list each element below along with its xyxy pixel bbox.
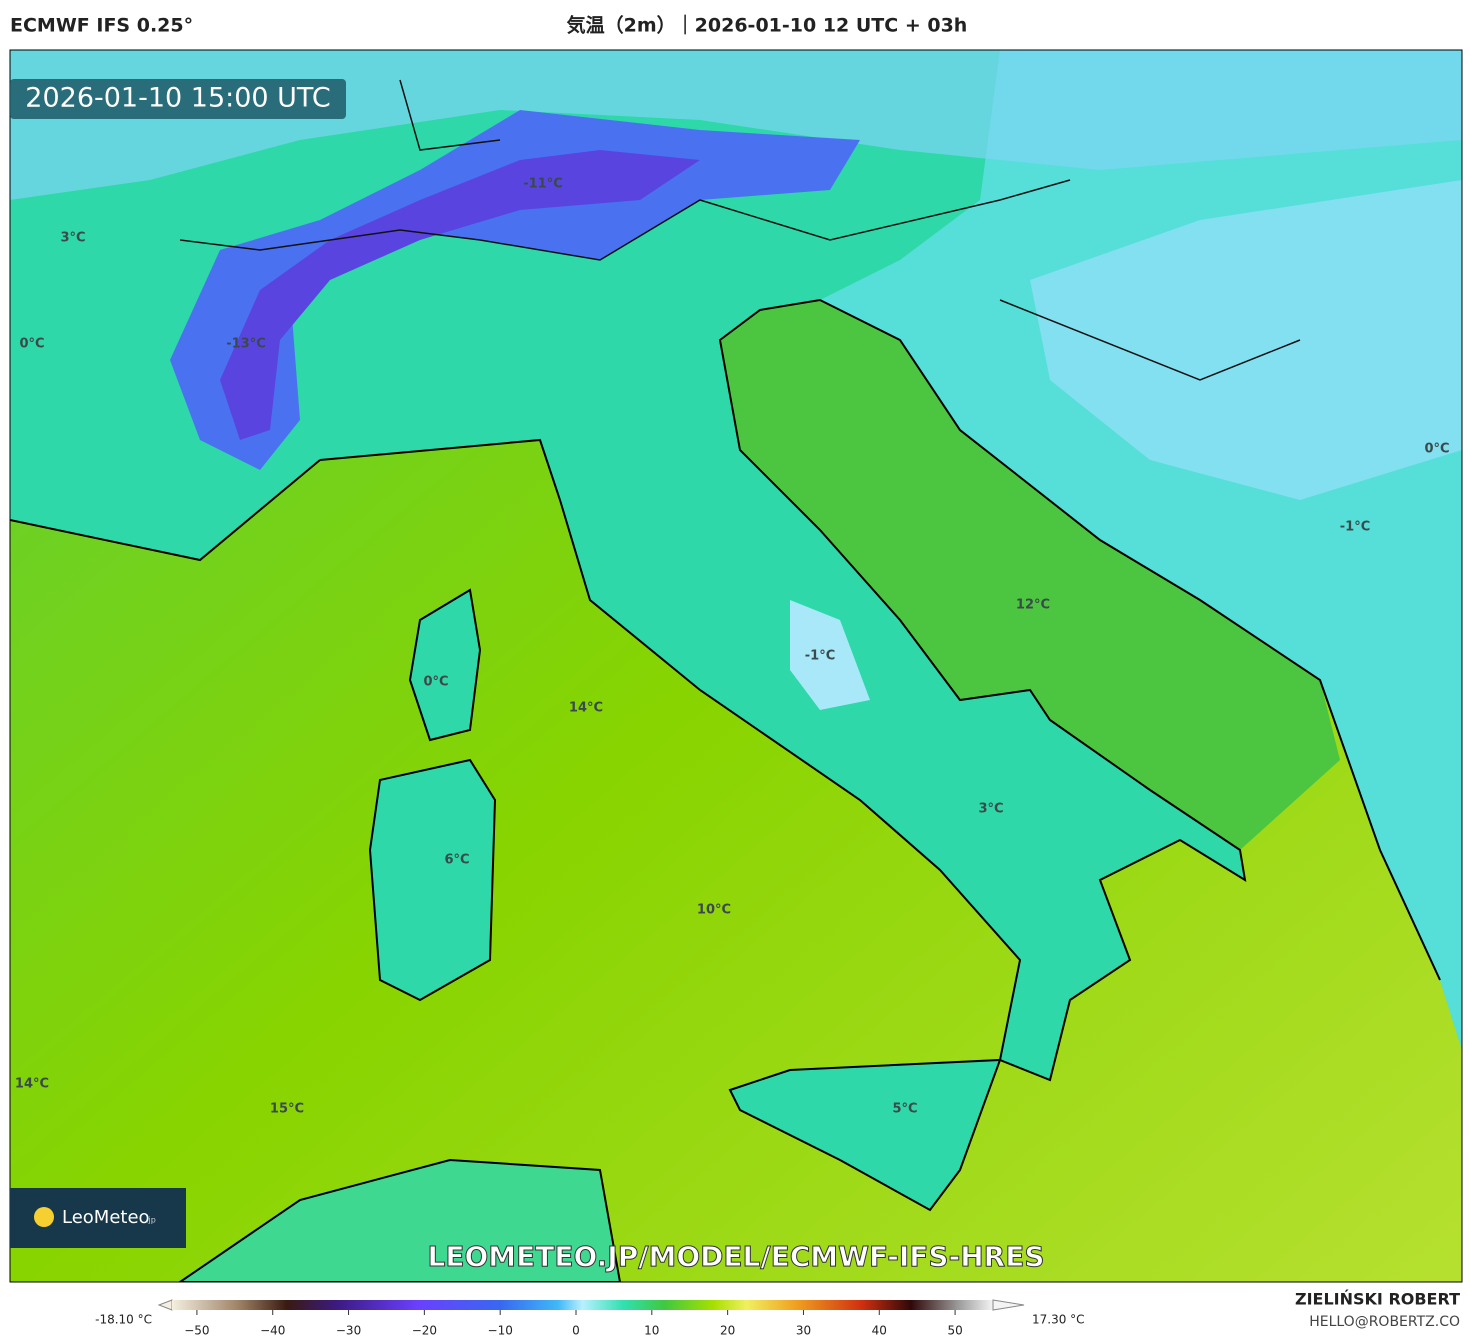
legend-tick-label: −10 <box>488 1324 513 1338</box>
temperature-label: -11°C <box>523 177 563 192</box>
temperature-label: -1°C <box>1340 520 1370 535</box>
logo-suffix: .jp <box>146 1216 156 1225</box>
model-name: ECMWF IFS 0.25° <box>10 15 193 37</box>
legend-tick-label: −30 <box>336 1324 361 1338</box>
alps <box>170 110 860 470</box>
legend-arrow-left <box>157 1299 173 1311</box>
borders <box>179 79 1301 381</box>
temperature-label: 15°C <box>270 1102 304 1117</box>
temperature-label: 6°C <box>444 853 469 868</box>
legend-tick-label: −20 <box>412 1324 437 1338</box>
apennine-cold <box>790 600 870 710</box>
legend-tick-label: 10 <box>644 1324 659 1338</box>
legend-tick-label: −50 <box>184 1324 209 1338</box>
legend-tick-label: 40 <box>872 1324 887 1338</box>
author: ZIELIŃSKI ROBERT <box>1295 1290 1460 1309</box>
temperature-label: 3°C <box>978 802 1003 817</box>
timestamp: 2026-01-10 15:00 UTC <box>25 83 330 114</box>
temperature-label: 0°C <box>1424 442 1449 457</box>
legend-bar <box>172 1300 993 1310</box>
temperature-label: 0°C <box>19 337 44 352</box>
url: LEOMETEO.JP/MODEL/ECMWF-IFS-HRES <box>427 1240 1044 1273</box>
logo-sun <box>34 1207 54 1227</box>
temperature-label: 0°C <box>423 675 448 690</box>
legend-tick-label: 50 <box>947 1324 962 1338</box>
africa <box>178 1158 622 1282</box>
map <box>10 50 1462 1282</box>
map-frame <box>9 49 1463 1283</box>
north-cold <box>10 50 1462 200</box>
temperature-label: 12°C <box>1016 598 1050 613</box>
temperature-label: 14°C <box>15 1077 49 1092</box>
legend-tick-label: 30 <box>796 1324 811 1338</box>
adriatic <box>720 300 1340 850</box>
legend-tick-label: 20 <box>720 1324 735 1338</box>
temperature-label: 10°C <box>697 903 731 918</box>
coastline <box>319 298 1441 1082</box>
temperature-label: -13°C <box>226 337 266 352</box>
temperature-label: -1°C <box>805 649 835 664</box>
legend-min: -18.10 °C <box>95 1313 152 1327</box>
temperature-label: 5°C <box>892 1102 917 1117</box>
sardinia <box>368 758 497 1002</box>
legend-tick-label: 0 <box>572 1324 580 1338</box>
map-labels: -11°C 3°C 0°C -13°C 0°C 14°C -1°C 12°C 0°C -1°C 3°… <box>15 177 1450 1117</box>
email: HELLO@ROBERTZ.CO <box>1309 1314 1460 1330</box>
pannonia <box>1030 180 1462 500</box>
legend-max: 17.30 °C <box>1032 1313 1085 1327</box>
coastline-france <box>10 459 321 562</box>
logo-name: LeoMeteo <box>62 1207 150 1228</box>
temperature-label: 3°C <box>60 231 85 246</box>
alps-core <box>220 150 700 440</box>
corsica <box>408 588 482 742</box>
timestamp-box <box>10 79 346 119</box>
legend-tick-label: −40 <box>260 1324 285 1338</box>
legend-arrow-right <box>992 1299 1025 1311</box>
legend-ticks: −50 −40 −30 −20 −10 0 10 20 30 40 50 <box>184 1310 963 1338</box>
map-title: 気温（2m）｜2026-01-10 12 UTC + 03h <box>567 14 968 37</box>
sicily <box>728 1058 1002 1212</box>
temperature-label: 14°C <box>569 701 603 716</box>
